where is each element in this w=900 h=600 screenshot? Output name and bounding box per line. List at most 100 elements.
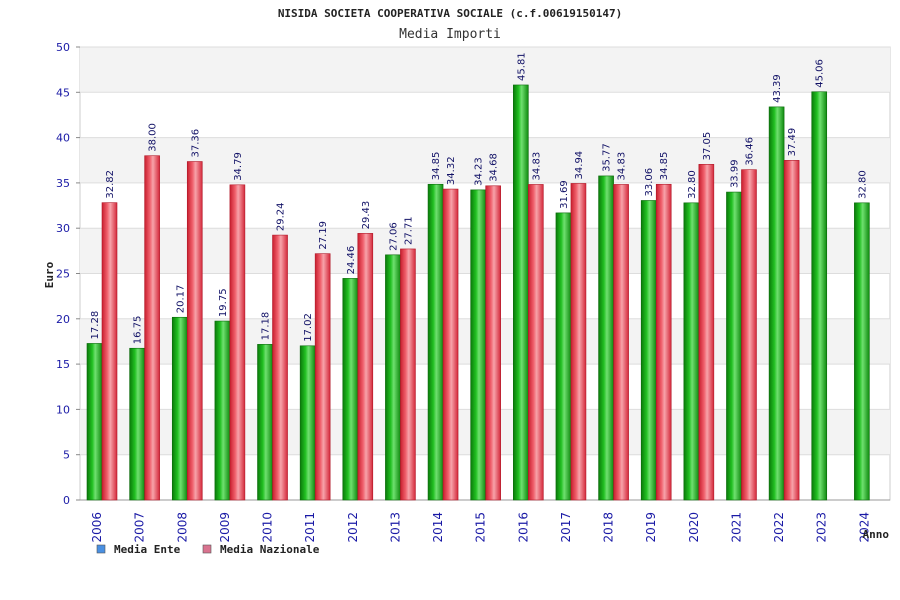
x-axis-ticks: 2006 2007 2008 2009 2010 2011 2012 2013 2014 2015… [90, 512, 871, 543]
y-tick-label: 0 [63, 494, 70, 507]
y-tick-label: 30 [56, 222, 70, 235]
bar-media-nazionale-2019 [655, 183, 672, 501]
bar-media-nazionale-2018 [613, 184, 629, 501]
bar-media-ente-2012 [342, 278, 359, 501]
bar-media-ente-2018 [598, 175, 614, 501]
bar-media-ente-2013 [385, 254, 401, 501]
value-label: 34.83 [531, 152, 542, 181]
legend: Media Ente Media Nazionale [96, 543, 320, 556]
bar-media-nazionale-2016 [528, 184, 544, 501]
bar-media-ente-2007 [129, 347, 145, 501]
x-tick-label: 2021 [729, 512, 743, 543]
bar-media-ente-2010 [257, 344, 273, 501]
x-tick-label: 2014 [431, 512, 445, 543]
value-label: 32.80 [857, 170, 868, 199]
bar-media-ente-2006 [86, 343, 103, 501]
value-label: 31.69 [559, 180, 570, 209]
value-label: 27.19 [318, 221, 329, 250]
bar-media-nazionale-2009 [229, 184, 246, 501]
value-label: 33.99 [729, 159, 740, 188]
x-tick-label: 2008 [175, 512, 189, 543]
x-tick-label: 2022 [772, 512, 786, 543]
x-tick-label: 2018 [602, 512, 616, 543]
value-label: 32.82 [105, 170, 116, 199]
value-label: 38.00 [148, 123, 159, 152]
value-label: 34.85 [659, 152, 670, 181]
value-label: 27.71 [403, 216, 414, 245]
y-tick-label: 35 [56, 177, 70, 190]
bar-media-nazionale-2017 [570, 183, 587, 501]
value-label: 24.46 [346, 246, 357, 275]
y-tick-label: 5 [63, 449, 70, 462]
value-label: 29.43 [361, 201, 372, 230]
x-tick-label: 2016 [516, 512, 530, 543]
value-label: 20.17 [175, 285, 186, 314]
y-axis-label: Euro [43, 261, 56, 288]
x-tick-label: 2013 [388, 512, 402, 543]
bar-media-ente-2021 [726, 191, 742, 501]
x-tick-label: 2006 [90, 512, 104, 543]
value-label: 36.46 [744, 137, 755, 166]
value-label: 17.02 [303, 313, 314, 342]
value-label: 19.75 [218, 288, 229, 317]
x-tick-label: 2024 [857, 512, 871, 543]
x-tick-label: 2010 [261, 512, 275, 543]
x-tick-label: 2007 [133, 512, 147, 543]
bar-media-nazionale-2015 [485, 185, 501, 501]
value-label: 29.24 [276, 202, 287, 231]
x-tick-label: 2023 [815, 512, 829, 543]
y-tick-label: 40 [56, 132, 70, 145]
x-tick-label: 2011 [303, 512, 317, 543]
bar-media-ente-2008 [171, 316, 188, 501]
bar-media-ente-2009 [214, 320, 231, 501]
bar-media-ente-2016 [513, 84, 529, 501]
y-tick-label: 15 [56, 358, 70, 371]
chart-title: NISIDA SOCIETA COOPERATIVA SOCIALE (c.f.… [278, 7, 622, 20]
x-tick-label: 2019 [644, 512, 658, 543]
y-tick-label: 50 [56, 41, 70, 54]
bar-media-nazionale-2008 [186, 161, 203, 501]
bar-media-ente-2024 [854, 202, 870, 501]
y-tick-label: 25 [56, 268, 70, 281]
bars-group [86, 84, 870, 501]
value-label: 34.68 [489, 153, 500, 182]
bar-media-nazionale-2022 [783, 160, 800, 501]
x-tick-label: 2012 [346, 512, 360, 543]
value-label: 34.94 [574, 151, 585, 180]
bar-media-ente-2015 [470, 189, 486, 501]
bar-media-nazionale-2006 [101, 202, 118, 501]
x-tick-label: 2020 [687, 512, 701, 543]
bar-media-nazionale-2010 [272, 234, 288, 501]
bar-media-nazionale-2014 [442, 188, 459, 501]
y-tick-label: 45 [56, 86, 70, 99]
x-axis-label: Anno [863, 528, 890, 541]
value-label: 35.77 [602, 143, 613, 172]
y-tick-label: 20 [56, 313, 70, 326]
value-label: 16.75 [133, 316, 144, 345]
bar-media-ente-2011 [299, 345, 316, 501]
bar-media-ente-2014 [427, 183, 444, 501]
value-label: 37.36 [190, 129, 201, 158]
legend-label: Media Nazionale [220, 543, 320, 556]
value-label: 34.83 [617, 152, 628, 181]
chart-subtitle: Media Importi [399, 27, 501, 42]
bar-media-ente-2022 [768, 106, 785, 501]
bar-media-ente-2019 [640, 200, 657, 501]
value-label: 17.18 [261, 312, 272, 341]
bar-media-nazionale-2021 [741, 169, 757, 501]
value-label: 34.85 [431, 152, 442, 181]
legend-swatch [96, 544, 106, 554]
value-label: 17.28 [90, 311, 101, 340]
bar-media-ente-2020 [683, 202, 700, 501]
x-tick-label: 2009 [218, 512, 232, 543]
value-label: 45.81 [516, 52, 527, 81]
value-label: 43.39 [772, 74, 783, 103]
grid-band [80, 47, 890, 93]
value-label: 34.79 [233, 152, 244, 181]
value-labels-group: 17.28 32.82 16.75 38.00 20.17 37.36 19.75 34.79… [90, 52, 868, 344]
value-label: 33.06 [644, 168, 655, 197]
bar-media-nazionale-2020 [698, 164, 715, 501]
y-axis-ticks: 0 5 10 15 20 25 30 35 40 45 50 [56, 41, 80, 507]
legend-swatch [202, 544, 212, 554]
